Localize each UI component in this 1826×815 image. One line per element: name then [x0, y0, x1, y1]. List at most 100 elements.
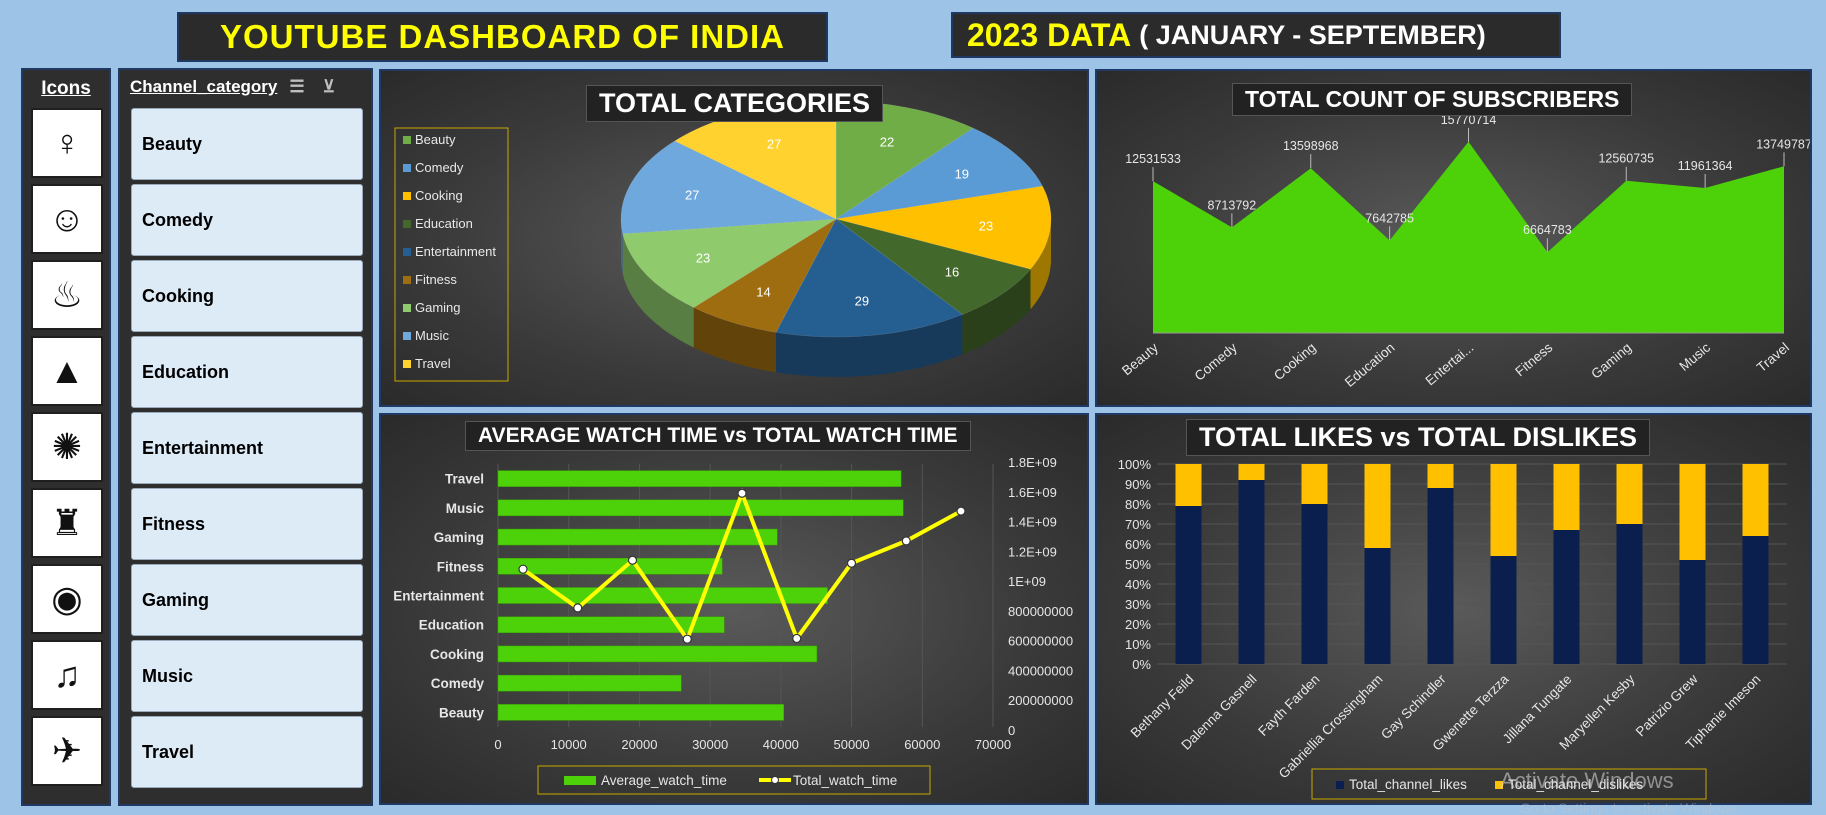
- stack-y-tick: 30%: [1125, 597, 1151, 612]
- music-notes-icon: ♫: [31, 640, 103, 710]
- likes-dislikes-chart: 0% 10% 20% 30% 40% 50% 60% 70% 80% 90% 100% Bethany…: [1118, 457, 1787, 800]
- total-watch-point: [792, 633, 802, 644]
- area-tick-label: Gaming: [1588, 340, 1634, 382]
- stack-y-tick: 80%: [1125, 497, 1151, 512]
- watch-time-panel: 0 10000 20000 30000 40000 50000 60000 70000 Trav…: [379, 413, 1089, 805]
- pie-legend-label: Comedy: [415, 160, 464, 175]
- slicer-item-travel[interactable]: Travel: [131, 716, 363, 788]
- stack-y-tick: 50%: [1125, 557, 1151, 572]
- dislikes-bar: [1301, 464, 1328, 504]
- stack-x-tick: Patrizio Grew: [1633, 671, 1701, 739]
- bar-y-tick: Entertainment: [393, 589, 484, 604]
- graduation-cap-icon: ▲: [31, 336, 103, 406]
- stack-y-tick: 70%: [1125, 517, 1151, 532]
- stack-y-tick: 40%: [1125, 577, 1151, 592]
- cooking-pan-icon: ♨: [31, 260, 103, 330]
- area-data-label: 12560735: [1598, 152, 1654, 166]
- likes-legend: Total_channel_likes Total_channel_dislike…: [1311, 768, 1707, 800]
- likes-bar: [1427, 488, 1454, 664]
- bar-y2-tick: 1.4E+09: [1008, 515, 1057, 530]
- pie-data-label: 14: [756, 284, 770, 299]
- slicer-item-music[interactable]: Music: [131, 640, 363, 712]
- crowd-party-icon-glyph: ✺: [51, 426, 83, 467]
- slicer-item-gaming[interactable]: Gaming: [131, 564, 363, 636]
- pie-slice: [835, 218, 1032, 315]
- stack-y-tick: 90%: [1125, 477, 1151, 492]
- bar-x-tick: 70000: [975, 737, 1011, 752]
- slicer-item-entertainment[interactable]: Entertainment: [131, 412, 363, 484]
- likes-bar: [1679, 560, 1706, 664]
- pie-slice-side: [1030, 219, 1051, 310]
- channel-category-slicer[interactable]: Channel_category ☰ ⊻ Beauty Comedy Cooking…: [118, 68, 373, 806]
- bar-y2-tick: 1.6E+09: [1008, 485, 1057, 500]
- pie-data-label: 29: [855, 293, 869, 308]
- likes-bar: [1490, 556, 1517, 664]
- bar-y-tick: Gaming: [434, 530, 484, 545]
- game-controller-icon-glyph: ◉: [51, 578, 83, 619]
- pie-data-label: 23: [696, 251, 710, 266]
- avg-watch-bar: [497, 558, 723, 575]
- slicer-item-education[interactable]: Education: [131, 336, 363, 408]
- slicer-item-beauty[interactable]: Beauty: [131, 108, 363, 180]
- pie-slice: [835, 127, 1043, 220]
- area-data-label: 7642785: [1365, 211, 1414, 225]
- pie-legend-label: Gaming: [415, 300, 461, 315]
- bar-x-tick: 40000: [763, 737, 799, 752]
- crowd-party-icon: ✺: [31, 412, 103, 482]
- dislikes-bar: [1553, 464, 1580, 530]
- pie-legend-swatch: [403, 248, 411, 256]
- slicer-item-comedy[interactable]: Comedy: [131, 184, 363, 256]
- total-watch-point: [627, 555, 638, 565]
- woman-face-icon: ♀: [31, 108, 103, 178]
- pie-data-label: 27: [685, 188, 699, 203]
- total-watch-point: [956, 506, 966, 516]
- pie-legend-label: Fitness: [415, 272, 457, 287]
- area-tick-label: Travel: [1754, 340, 1792, 375]
- bar-y-tick: Comedy: [431, 676, 485, 691]
- bar-y2-tick: 400000000: [1008, 663, 1073, 678]
- slicer-item-fitness[interactable]: Fitness: [131, 488, 363, 560]
- bar-y2-tick: 200000000: [1008, 693, 1073, 708]
- likes-bar: [1364, 548, 1391, 664]
- pie-slice: [693, 218, 837, 333]
- legend-label-dislikes: Total_channel_dislikes: [1508, 777, 1643, 792]
- bar-y2-tick: 1E+09: [1008, 574, 1046, 589]
- cooking-pan-icon-glyph: ♨: [50, 274, 84, 315]
- area-tick-label: Comedy: [1192, 340, 1240, 384]
- area-tick-label: Education: [1342, 340, 1398, 390]
- dislikes-bar: [1742, 464, 1769, 536]
- pie-legend-swatch: [403, 220, 411, 228]
- subscribers-panel: 12531533 Beauty 8713792 Comedy 13598968 Cooki…: [1095, 69, 1812, 407]
- slicer-item-cooking[interactable]: Cooking: [131, 260, 363, 332]
- total-watch-point: [573, 603, 583, 613]
- legend-swatch-avg: [564, 776, 596, 785]
- pie-legend: Beauty Comedy Cooking Education Entertainmen…: [394, 127, 509, 382]
- bar-y2-tick: 600000000: [1008, 634, 1073, 649]
- slicer-title: Channel_category: [130, 77, 278, 96]
- pie-chart-title: TOTAL CATEGORIES: [586, 85, 884, 122]
- dislikes-bar: [1616, 464, 1643, 524]
- bar-x-tick: 50000: [833, 737, 869, 752]
- watch-legend: Average_watch_time Total_watch_time: [537, 765, 931, 795]
- area-tick-label: Cooking: [1271, 340, 1319, 383]
- area-tick-label: Beauty: [1119, 340, 1161, 379]
- bar-y-tick: Music: [446, 501, 485, 516]
- avg-watch-bar: [497, 528, 778, 546]
- area-data-label: 13598968: [1283, 139, 1339, 153]
- dislikes-bar: [1679, 464, 1706, 560]
- multi-select-icon[interactable]: ☰: [289, 77, 305, 96]
- total-watch-point: [846, 558, 857, 568]
- area-chart: 12531533 Beauty 8713792 Comedy 13598968 Cooki…: [1119, 113, 1810, 390]
- clear-filter-icon[interactable]: ⊻: [322, 77, 336, 96]
- likes-bar: [1742, 536, 1769, 664]
- likes-legend-frame: [1311, 768, 1707, 800]
- stack-y-tick: 10%: [1125, 637, 1151, 652]
- pie-slice-side: [693, 307, 776, 373]
- stack-x-tick: Gay Schindler: [1378, 671, 1449, 742]
- pie-slice: [775, 218, 964, 338]
- pie-slice: [835, 185, 1052, 270]
- bar-y2-tick: 0: [1008, 723, 1015, 738]
- watch-legend-frame: [537, 765, 931, 795]
- pie-data-label: 23: [979, 219, 993, 234]
- pie-legend-swatch: [403, 192, 411, 200]
